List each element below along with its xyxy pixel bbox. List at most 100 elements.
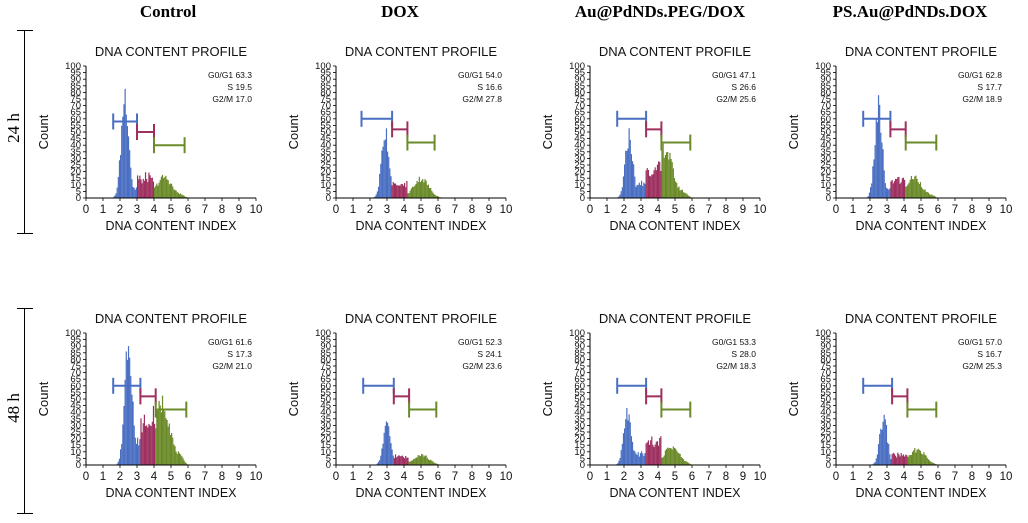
panel-3-bar xyxy=(636,184,638,198)
panel-2-x-tick-label: 1 xyxy=(350,204,356,216)
panel-5-y-tick-label: 70 xyxy=(70,368,81,379)
panel-4-bar xyxy=(881,142,883,198)
panel-6-bar xyxy=(405,455,407,465)
panel-6-bar xyxy=(392,455,394,465)
panel-8-stat-2: S 16.7 xyxy=(977,349,1002,359)
panel-8-bar xyxy=(874,462,876,465)
panel-3-bar xyxy=(647,170,649,198)
panel-7-stat-2: S 28.0 xyxy=(731,349,756,359)
panel-7-x-tick-label: 3 xyxy=(638,471,644,483)
panel-2-bar xyxy=(418,176,420,198)
panel-7-stat-3: G2/M 18.3 xyxy=(716,361,756,371)
panel-7-bar xyxy=(643,456,645,465)
panel-7-y-tick-label: 45 xyxy=(574,401,585,412)
panel-2-bar xyxy=(407,193,409,198)
panel-5-xlabel: DNA CONTENT INDEX xyxy=(105,486,237,500)
panel-8-y-tick-label: 15 xyxy=(820,440,831,451)
panel-7-bar xyxy=(673,447,676,465)
panel-2-bar xyxy=(436,195,439,198)
panel-7-y-tick-label: 100 xyxy=(569,328,585,339)
panel-1-bar xyxy=(116,187,118,198)
panel-7-bar xyxy=(654,444,656,465)
panel-7-bar xyxy=(672,446,674,465)
panel-4-bar xyxy=(918,184,920,198)
panel-3-y-tick-label: 95 xyxy=(574,68,585,79)
panel-6-bar xyxy=(406,457,408,465)
panel-7-y-tick-label: 80 xyxy=(574,354,585,365)
panel-2-y-tick-label: 25 xyxy=(320,160,331,171)
panel-8-bar xyxy=(902,454,905,465)
panel-3-x-tick-label: 1 xyxy=(604,204,610,216)
panel-6-y-tick-label: 85 xyxy=(320,348,331,359)
panel-4-bar xyxy=(930,194,932,198)
panel-4-bar xyxy=(904,179,906,198)
panel-5-y-tick-label: 90 xyxy=(70,341,81,352)
panel-3-bar xyxy=(648,175,651,198)
panel-3-bar xyxy=(668,159,670,198)
panel-6-bar xyxy=(424,455,426,465)
panel-4-bar xyxy=(923,190,925,198)
panel-8-bar xyxy=(907,456,909,465)
panel-3-y-tick-label: 35 xyxy=(574,147,585,158)
panel-1-bar xyxy=(132,187,134,198)
panel-8-bar xyxy=(900,452,902,465)
panel-7-bar xyxy=(642,453,644,465)
panel-4-bar xyxy=(916,178,918,198)
panel-2-bar xyxy=(379,173,381,198)
panel-6-stat-3: G2/M 23.6 xyxy=(462,361,502,371)
panel-5-bar xyxy=(146,425,148,465)
panel-8-bar xyxy=(906,455,908,465)
panel-2-bar xyxy=(428,188,431,198)
panel-2-bar xyxy=(434,194,436,198)
panel-1-bar xyxy=(120,155,122,198)
panel-2-bar xyxy=(427,184,429,198)
panel-1-bar xyxy=(166,179,168,198)
panel-2-x-tick-label: 8 xyxy=(469,204,475,216)
panel-6-bar xyxy=(377,461,380,465)
panel-3-bar xyxy=(643,182,645,198)
panel-2-x-tick-label: 3 xyxy=(384,204,390,216)
panel-5-x-tick-label: 3 xyxy=(134,471,140,483)
panel-8-x-tick-label: 9 xyxy=(986,471,992,483)
panel-2-y-tick-label: 35 xyxy=(320,147,331,158)
panel-5-bar xyxy=(147,427,149,465)
panel-8-bar xyxy=(882,421,884,465)
panel-1-x-tick-label: 5 xyxy=(168,204,174,216)
panel-1-y-tick-label: 100 xyxy=(65,61,81,72)
panel-5-bar xyxy=(163,408,165,465)
panel-1-bar xyxy=(150,177,152,198)
panel-7-y-tick-label: 85 xyxy=(574,348,585,359)
panel-1-bar xyxy=(125,114,127,198)
panel-4-bar xyxy=(931,194,933,198)
panel-3-bar xyxy=(685,193,687,198)
panel-7-bar xyxy=(645,443,647,465)
panel-7-bar xyxy=(667,447,669,465)
panel-8-bar xyxy=(887,442,889,465)
panel-7-bar xyxy=(653,447,655,465)
panel-3-bar xyxy=(661,150,663,198)
panel-1-bar xyxy=(144,172,147,198)
panel-5-y-tick-label: 60 xyxy=(70,381,81,392)
panel-1-y-tick-label: 90 xyxy=(70,74,81,85)
panel-2-bar xyxy=(425,180,427,198)
panel-6-bar xyxy=(400,456,402,465)
panel-7-bar xyxy=(624,428,626,465)
panel-5-stat-3: G2/M 21.0 xyxy=(212,361,252,371)
panel-6-y-tick-label: 75 xyxy=(320,361,331,372)
panel-6-bar xyxy=(401,455,403,465)
panel-4-bar xyxy=(893,181,895,198)
panel-2-y-tick-label: 0 xyxy=(326,193,331,204)
panel-3-bar xyxy=(675,181,677,198)
panel-4-y-tick-label: 60 xyxy=(820,114,831,125)
panel-7-bar xyxy=(668,448,670,465)
panel-5-bar xyxy=(140,418,142,465)
panel-7-x-tick-label: 1 xyxy=(604,471,610,483)
panel-1-bar xyxy=(182,195,184,198)
panel-4-bar xyxy=(933,195,935,198)
panel-1-bar xyxy=(154,187,156,198)
panel-7-x-tick-label: 9 xyxy=(740,471,746,483)
panel-1-y-tick-label: 35 xyxy=(70,147,81,158)
panel-8-bar xyxy=(905,454,907,465)
panel-5-stat-2: S 17.3 xyxy=(227,349,252,359)
panel-7-bar xyxy=(677,452,679,465)
